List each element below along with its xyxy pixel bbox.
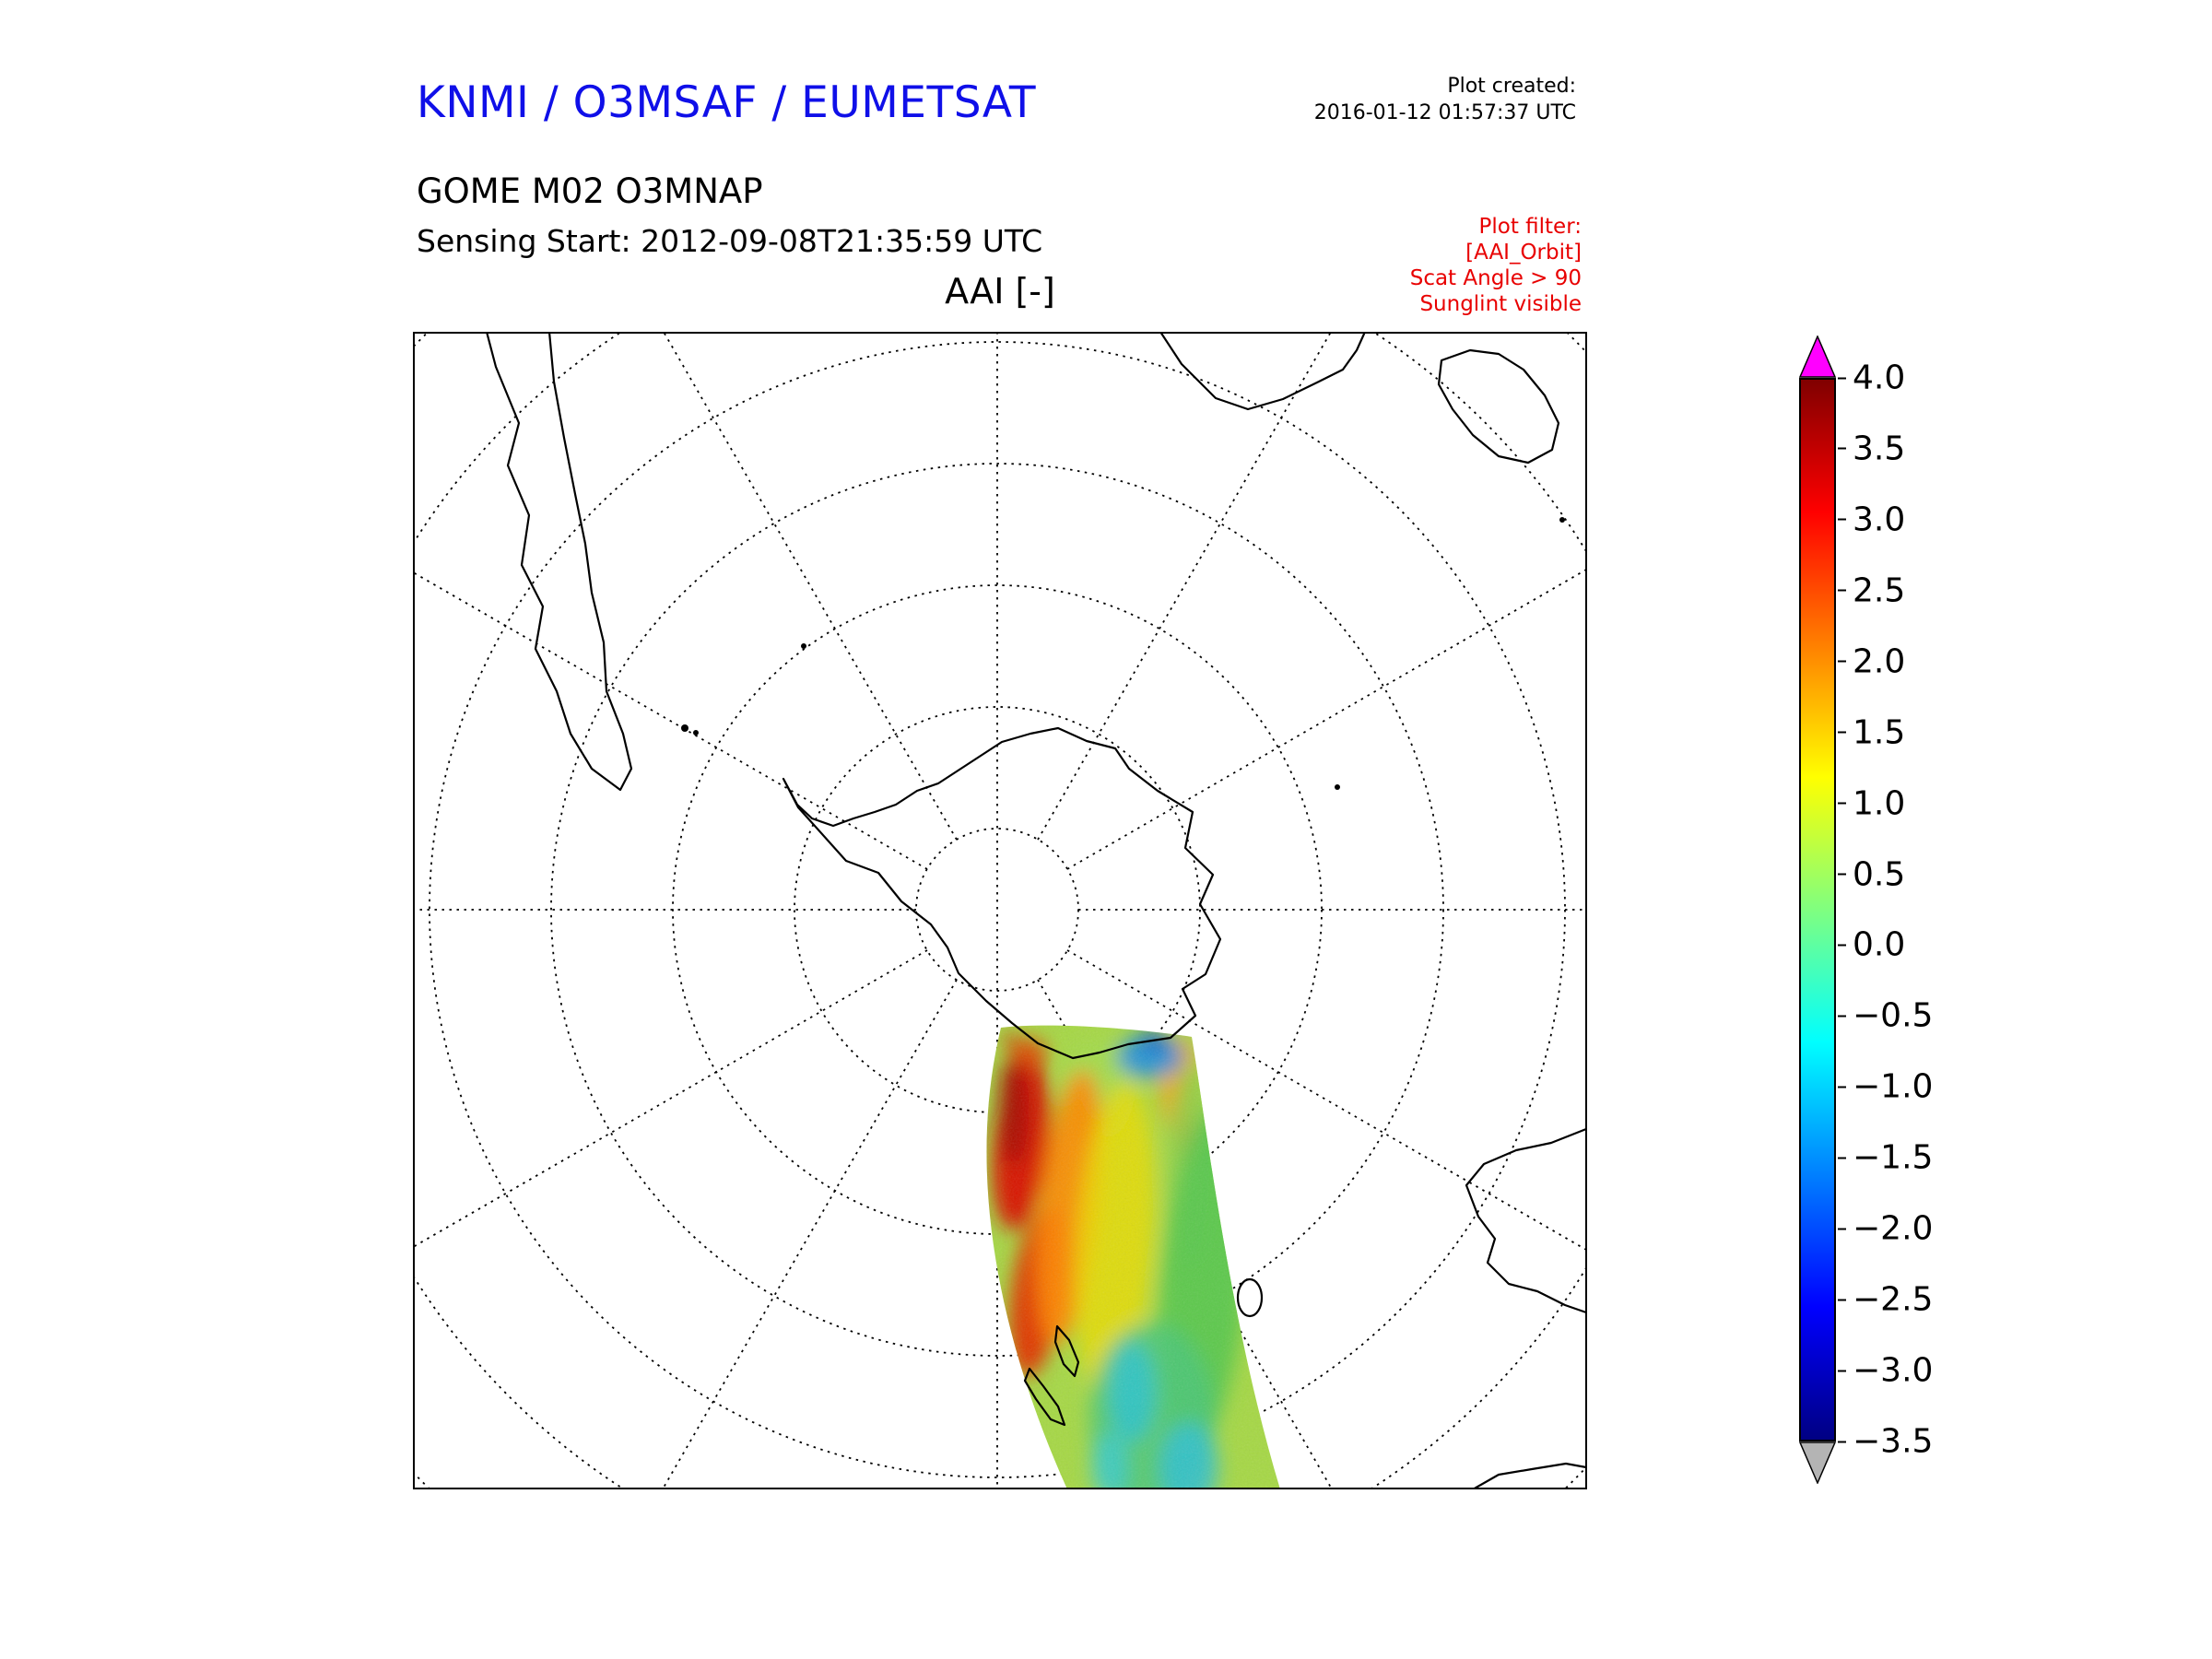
plot-created-label: Plot created: [1447, 75, 1576, 98]
map-background [413, 332, 1587, 1489]
coastline-antarctica [782, 726, 1222, 1060]
coastline-new-zealand-north [1053, 1324, 1080, 1378]
colorbar-tick-label: −1.5 [1853, 1138, 1934, 1177]
sensing-start: Sensing Start: 2012-09-08T21:35:59 UTC [417, 223, 1043, 259]
colorbar-under-arrow [1799, 1441, 1836, 1484]
plot-filter-line-4: Sunglint visible [1419, 292, 1582, 317]
coastline-australia [1465, 1127, 1587, 1314]
plot-created-value: 2016-01-12 01:57:37 UTC [1313, 100, 1576, 124]
map-border [413, 332, 1587, 1489]
colorbar-tick-label: 4.0 [1853, 359, 1906, 397]
plot-filter-block: Plot filter: [AAI_Orbit] Scat Angle > 90… [1410, 214, 1582, 317]
colorbar-tick-label: 0.5 [1853, 855, 1906, 894]
coastline-tasmania [1236, 1277, 1264, 1318]
colorbar-tick-label: −0.5 [1853, 996, 1934, 1035]
plot-created-block: Plot created: 2016-01-12 01:57:37 UTC [1314, 74, 1576, 126]
plot-filter-line-3: Scat Angle > 90 [1409, 266, 1582, 291]
org-title: KNMI / O3MSAF / EUMETSAT [417, 77, 1037, 128]
colorbar-tick-label: 3.0 [1853, 500, 1906, 539]
colorbar-tick-label: −1.0 [1853, 1067, 1934, 1106]
colorbar-tick-label: −3.5 [1853, 1422, 1934, 1461]
colorbar-tick-label: −3.0 [1853, 1351, 1934, 1390]
colorbar-tick-label: 2.5 [1853, 571, 1906, 610]
coastline-africa [1159, 332, 1367, 411]
colorbar-tick-label: 0.0 [1853, 925, 1906, 964]
plot-filter-line-1: Plot filter: [1478, 215, 1582, 239]
coastline-new-zealand-south [1023, 1367, 1066, 1427]
colorbar-tick-label: 2.0 [1853, 642, 1906, 681]
coastlines [485, 332, 1587, 1489]
coastline-south-america [485, 332, 633, 792]
map-plot [413, 332, 1587, 1489]
colorbar-tick-label: −2.5 [1853, 1280, 1934, 1319]
colorbar-tick-label: 1.5 [1853, 713, 1906, 752]
coastline-madagascar [1437, 348, 1560, 465]
colorbar-tick-label: 1.0 [1853, 784, 1906, 823]
satellite-swath [986, 1025, 1280, 1489]
small-islands [681, 517, 1565, 790]
map-title: AAI [-] [945, 271, 1055, 312]
colorbar-over-arrow [1799, 335, 1836, 378]
instrument-title: GOME M02 O3MNAP [417, 171, 763, 211]
plot-filter-line-2: [AAI_Orbit] [1465, 241, 1582, 265]
colorbar-tick-label: −2.0 [1853, 1209, 1934, 1248]
colorbar-ticks: 4.0 3.5 3.0 2.5 2.0 1.5 1.0 0.5 0.0 −0.5 −1.0 −1.5 −… [1853, 359, 2000, 1461]
colorbar-gradient [1799, 378, 1836, 1441]
coastline-corner [1471, 1462, 1587, 1489]
colorbar-tick-label: 3.5 [1853, 429, 1906, 468]
